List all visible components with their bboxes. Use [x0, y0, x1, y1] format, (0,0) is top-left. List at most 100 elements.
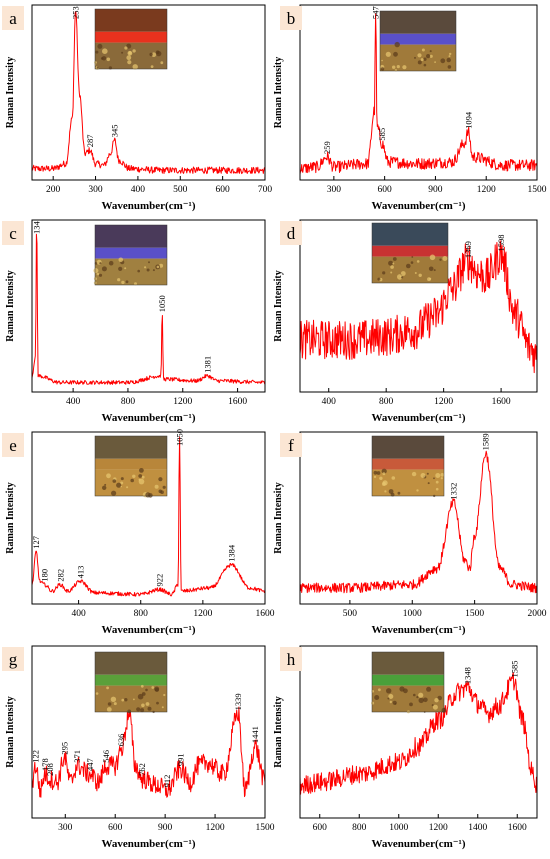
peak-label: 547 [371, 6, 381, 19]
peak-label: 208 [45, 763, 55, 776]
panel-letter-box [2, 433, 24, 457]
x-tick-label: 900 [428, 185, 443, 195]
y-axis-label: Raman Intensity [5, 696, 16, 767]
x-tick-label: 1000 [389, 823, 408, 833]
panel-letter-box [280, 647, 302, 671]
x-tick-label: 200 [46, 185, 61, 195]
panel-d: 400 800 1200 1600 Wavenumber(cm⁻¹) Raman Inte… [273, 219, 538, 424]
x-tick-label: 400 [322, 397, 337, 407]
x-tick-label: 1600 [492, 397, 511, 407]
x-tick-label: 800 [352, 823, 367, 833]
peak-label: 259 [322, 141, 332, 154]
x-axis-label: Wavenumber(cm⁻¹) [371, 838, 465, 850]
peak-label: 413 [76, 566, 86, 579]
peak-label: 912 [162, 775, 172, 788]
x-tick-label: 700 [258, 185, 273, 195]
panel-f: 500 1000 1500 2000 Wavenumber(cm⁻¹) Raman Int… [273, 431, 547, 636]
x-tick-label: 2000 [528, 609, 547, 619]
spectrum-line [299, 13, 538, 175]
peak-label: 1589 [481, 433, 491, 450]
spectrum-line [299, 450, 538, 594]
peak-label: 546 [101, 750, 111, 763]
x-tick-label: 300 [327, 185, 342, 195]
y-axis-label: Raman Intensity [273, 270, 284, 341]
spectrum-line [31, 11, 266, 175]
spectrum-line [31, 233, 266, 385]
y-axis-label: Raman Intensity [5, 57, 16, 128]
peak-label: 180 [39, 569, 49, 582]
peak-label: 1348 [462, 667, 472, 684]
peak-label: 1585 [509, 661, 519, 678]
x-tick-label: 1200 [477, 185, 496, 195]
peak-label: 1339 [233, 693, 243, 710]
peak-label: 1441 [250, 726, 260, 743]
inset-micrograph [94, 8, 168, 70]
y-axis-label: Raman Intensity [5, 270, 16, 341]
peak-label: 1094 [463, 111, 473, 129]
peak-label: 1369 [463, 241, 473, 258]
x-tick-label: 1500 [465, 609, 484, 619]
x-tick-label: 500 [173, 185, 188, 195]
plot-frame [299, 4, 538, 181]
x-axis-label: Wavenumber(cm⁻¹) [101, 200, 195, 212]
peak-label: 636 [116, 734, 126, 747]
x-tick-label: 1600 [508, 823, 527, 833]
x-tick-label: 1600 [228, 397, 247, 407]
plot-frame [31, 219, 266, 393]
peak-label: 253 [71, 6, 81, 19]
x-tick-label: 500 [343, 609, 358, 619]
panel-letter-box [2, 221, 24, 245]
peak-label: 922 [155, 574, 165, 587]
plot-frame [31, 645, 266, 819]
peak-label: 447 [85, 758, 95, 771]
y-axis-label: Raman Intensity [273, 696, 284, 767]
x-tick-label: 600 [378, 185, 393, 195]
peak-label: 178 [40, 758, 50, 771]
peak-label: 345 [110, 125, 120, 138]
x-tick-label: 400 [131, 185, 146, 195]
peak-label: 1050 [157, 295, 167, 312]
x-tick-label: 1200 [193, 609, 212, 619]
x-tick-label: 1200 [429, 823, 448, 833]
x-tick-label: 900 [158, 823, 173, 833]
spectrum-line [299, 240, 538, 374]
peak-label: 585 [377, 128, 387, 141]
panel-letter: f [288, 436, 294, 455]
x-tick-label: 1500 [256, 823, 275, 833]
peak-label: 1384 [226, 544, 236, 562]
peak-label: 1381 [203, 356, 213, 373]
peak-label: 1050 [175, 429, 185, 446]
spectrum-line [31, 706, 266, 798]
x-tick-label: 800 [379, 397, 394, 407]
x-tick-label: 1200 [434, 397, 453, 407]
x-axis-label: Wavenumber(cm⁻¹) [101, 838, 195, 850]
panel-a: 200 300 400 500 600 700 Wavenumber(cm⁻¹) Raman … [2, 4, 273, 212]
x-tick-label: 600 [313, 823, 328, 833]
panel-letter-box [280, 433, 302, 457]
peak-label: 991 [175, 753, 185, 766]
plot-frame [299, 645, 538, 819]
x-tick-label: 300 [58, 823, 73, 833]
x-axis-label: Wavenumber(cm⁻¹) [371, 624, 465, 636]
panel-letter: b [287, 9, 296, 28]
x-tick-label: 600 [108, 823, 123, 833]
y-axis-label: Raman Intensity [273, 482, 284, 553]
y-axis-label: Raman Intensity [5, 482, 16, 553]
inset-micrograph [371, 222, 449, 284]
panel-letter-box [280, 221, 302, 245]
panel-letter: g [9, 650, 18, 669]
x-axis-label: Wavenumber(cm⁻¹) [101, 624, 195, 636]
panel-letter-box [2, 6, 24, 30]
x-tick-label: 1600 [256, 609, 275, 619]
x-tick-label: 1200 [206, 823, 225, 833]
x-tick-label: 300 [88, 185, 103, 195]
panel-letter-box [2, 647, 24, 671]
inset-micrograph [93, 224, 168, 286]
peak-label: 1332 [449, 483, 459, 500]
panel-letter: c [9, 224, 17, 243]
panel-letter-box [280, 6, 302, 30]
inset-micrograph [371, 435, 445, 498]
inset-micrograph [94, 651, 168, 714]
panel-g: 300 600 900 1200 1500 Wavenumber(cm⁻¹) Raman I… [2, 645, 275, 850]
